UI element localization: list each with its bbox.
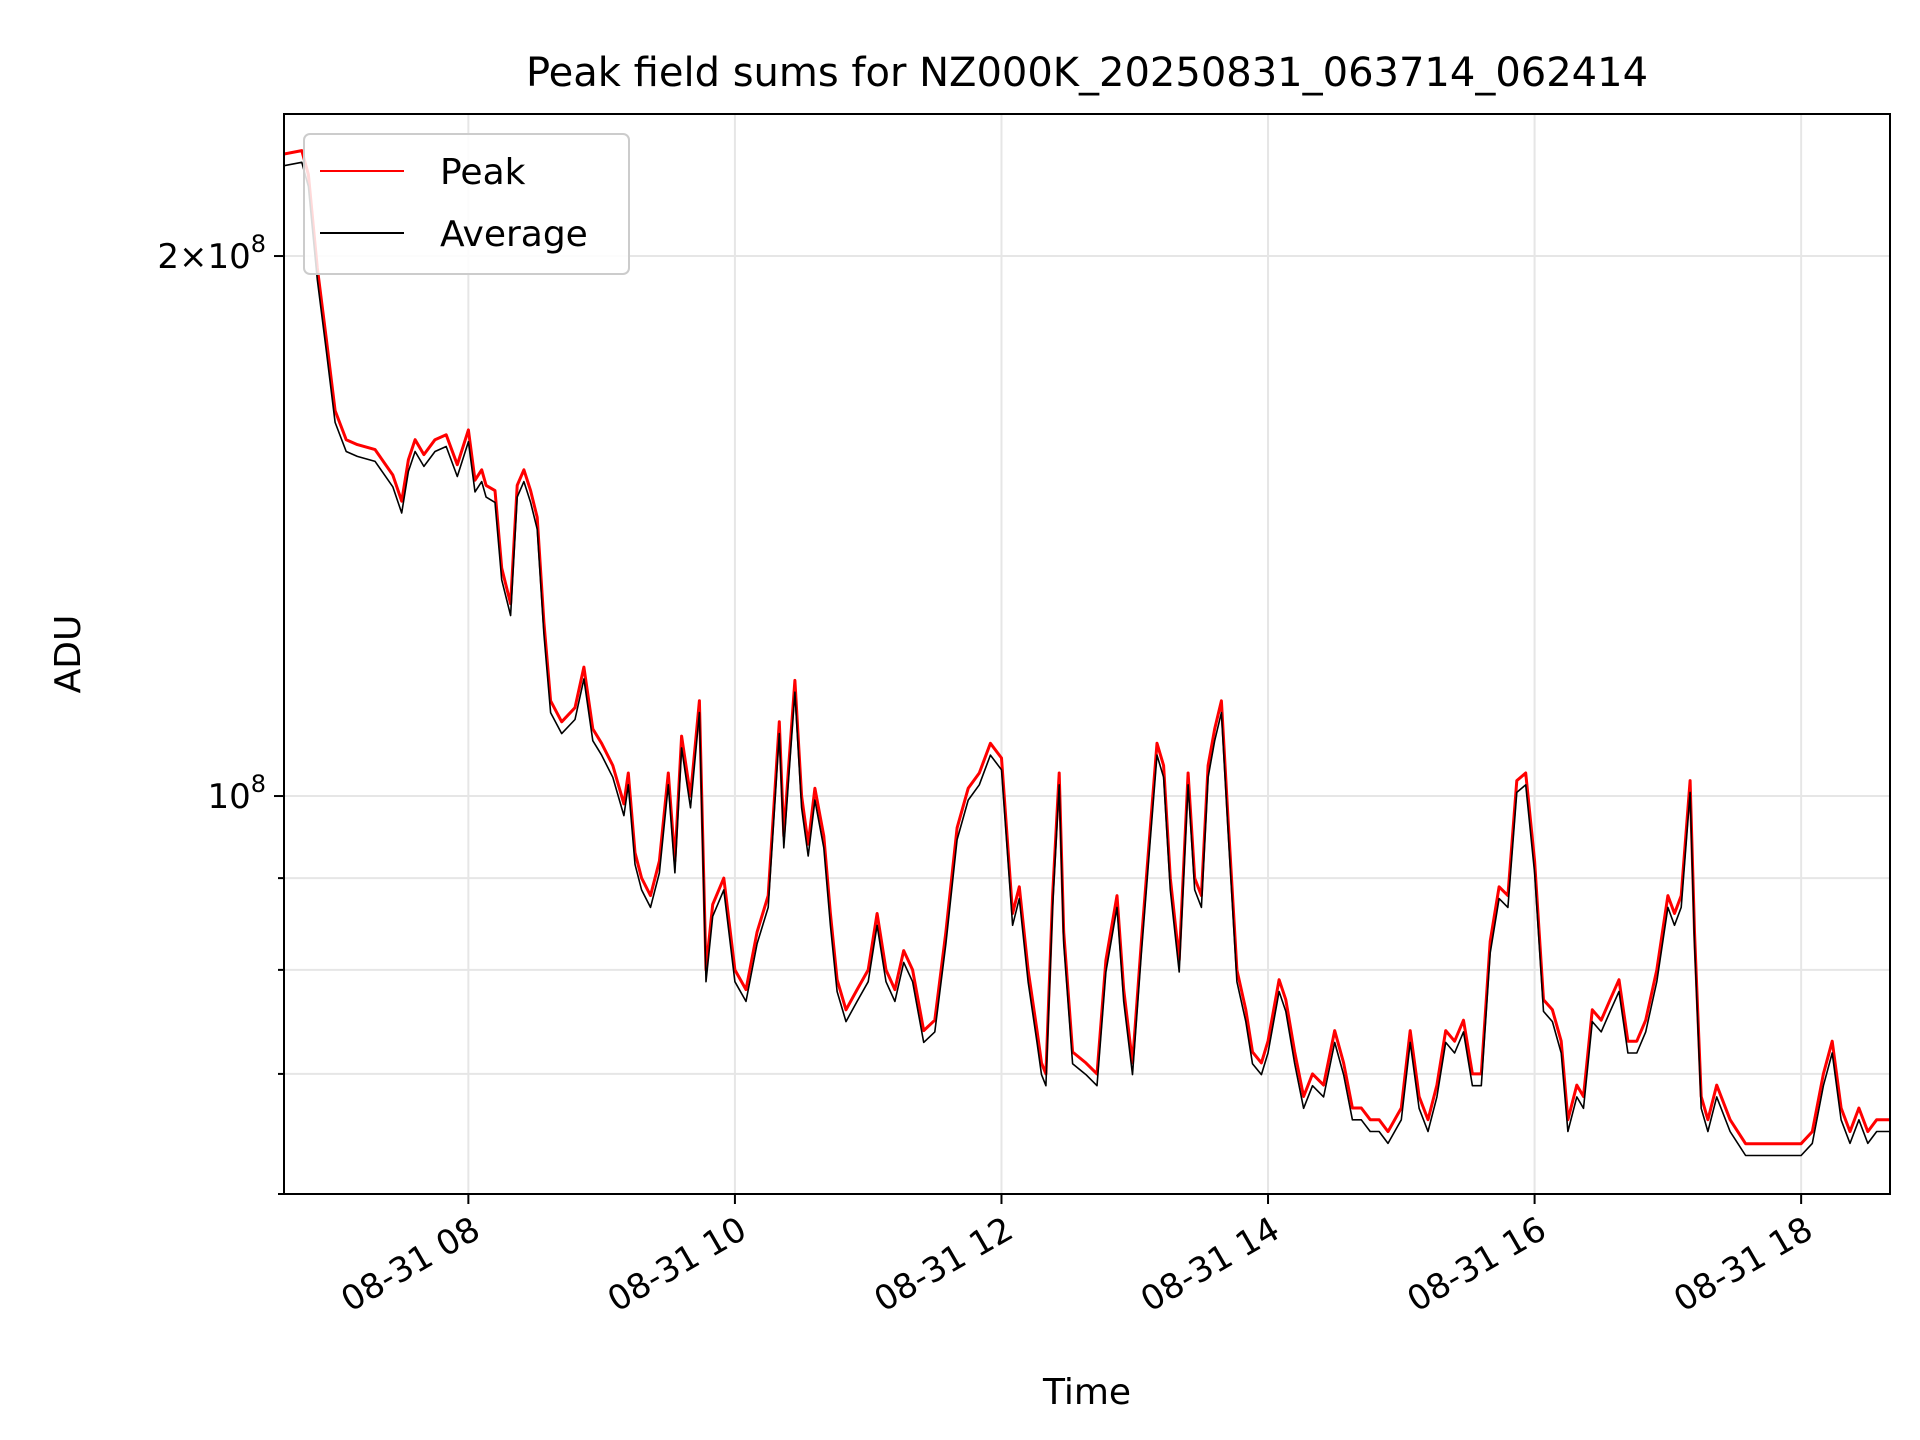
y-tick-base: 10 xyxy=(207,237,250,277)
plot-area xyxy=(284,149,1890,1157)
y-tick-label: 108 xyxy=(207,770,266,817)
y-tick-label: 2×108 xyxy=(157,230,266,277)
legend-box xyxy=(303,133,630,275)
y-tick-base: 10 xyxy=(207,777,250,817)
series-line-average xyxy=(284,161,1890,1157)
chart-title: Peak field sums for NZ000K_20250831_0637… xyxy=(526,50,1648,96)
y-tick-exponent: 8 xyxy=(251,230,266,258)
x-axis-label: Time xyxy=(1042,1372,1131,1413)
series-line-peak xyxy=(284,149,1890,1146)
y-tick-exponent: 8 xyxy=(251,770,266,798)
legend-label-peak: Peak xyxy=(440,152,526,193)
y-tick-coef: 2× xyxy=(157,237,207,277)
plot-frame xyxy=(283,113,1891,1195)
legend: Peak Average xyxy=(303,133,630,275)
y-axis-label: ADU xyxy=(48,615,89,694)
legend-label-average: Average xyxy=(440,214,588,255)
